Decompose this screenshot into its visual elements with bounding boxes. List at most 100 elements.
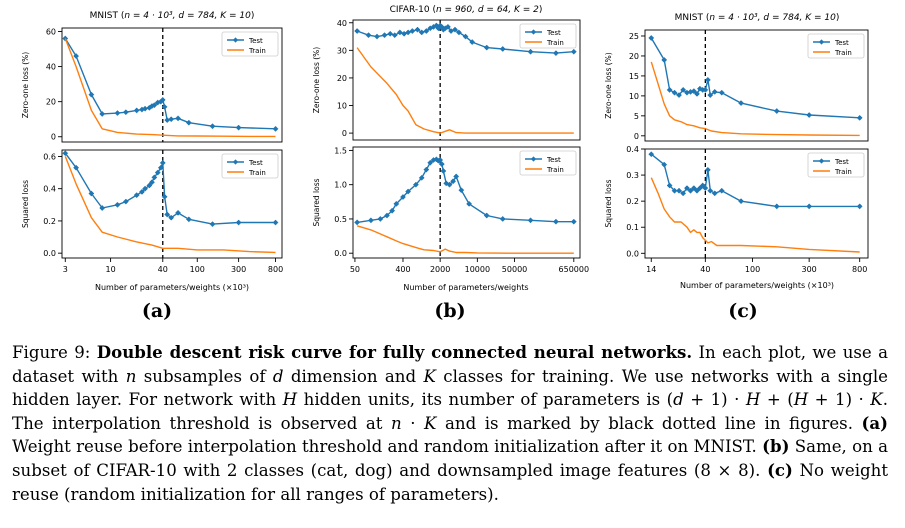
- data-point-test: [272, 125, 279, 132]
- plot-frame: [61, 149, 283, 259]
- caption-math: d: [272, 366, 284, 386]
- data-point-test: [704, 76, 711, 83]
- data-point-test: [367, 217, 374, 224]
- x-tick-label: 650000: [559, 265, 590, 274]
- data-point-test: [405, 29, 412, 36]
- data-point-test: [393, 200, 400, 207]
- legend-test-marker: [818, 39, 825, 45]
- caption-math: K: [423, 366, 436, 386]
- data-point-test: [690, 88, 697, 95]
- legend-test-marker: [530, 156, 537, 162]
- caption-text: ·: [401, 413, 425, 433]
- chart-a-top: 0 20 40 60 Zero-one loss (%) Test Train: [21, 28, 283, 143]
- caption-text: subsamples of: [136, 366, 273, 386]
- legend-train-label: Train: [546, 166, 564, 174]
- data-point-test: [142, 185, 149, 192]
- data-point-test: [856, 203, 863, 210]
- panel-label-c: (c): [728, 300, 758, 322]
- caption-math: n: [125, 366, 137, 386]
- data-point-test: [707, 187, 714, 194]
- x-tick-label: 400: [395, 265, 410, 274]
- legend-train-label: Train: [834, 49, 852, 57]
- legend-test-marker: [232, 159, 239, 165]
- data-point-test: [62, 150, 69, 157]
- data-point-test: [438, 161, 445, 168]
- data-point-test: [164, 117, 171, 124]
- data-point-test: [148, 179, 155, 186]
- data-point-test: [680, 190, 687, 197]
- data-point-test: [159, 159, 166, 166]
- caption-text: classes for training. We use networks wi…: [12, 366, 888, 410]
- y-tick-label: 0.0: [43, 249, 56, 258]
- data-point-test: [773, 203, 780, 210]
- plot-frame: [352, 146, 581, 259]
- caption-text: Same, on a subset of CIFAR-10 with 2 cla…: [12, 437, 888, 480]
- data-point-test: [423, 28, 430, 34]
- x-tick-label: 10000: [465, 265, 490, 274]
- legend-test-label: Test: [546, 29, 561, 37]
- data-point-test: [99, 110, 106, 117]
- caption-text: and is marked by black dotted line in fi…: [436, 413, 862, 433]
- y-axis-label: Zero-one loss (%): [604, 52, 613, 119]
- data-point-test: [453, 173, 460, 180]
- data-point-test: [806, 203, 813, 210]
- y-tick-label: 10: [629, 92, 639, 101]
- x-tick-label: 100: [190, 265, 205, 274]
- data-point-test: [122, 198, 129, 205]
- legend-test-marker: [530, 29, 537, 35]
- data-point-test: [570, 48, 577, 55]
- data-point-test: [711, 190, 718, 197]
- caption-text: Weight reuse before interpolation thresh…: [12, 437, 763, 457]
- data-point-test: [146, 182, 153, 189]
- x-tick-label: 40: [158, 265, 168, 274]
- data-point-test: [446, 181, 453, 188]
- panel-label-b: (b): [434, 300, 466, 322]
- plot-frame: [352, 19, 581, 141]
- data-point-test: [396, 29, 403, 36]
- caption-math: n: [391, 413, 402, 433]
- data-point-test: [676, 92, 682, 99]
- x-tick-label: 800: [852, 265, 867, 274]
- data-point-test: [466, 200, 473, 207]
- caption-label-c: (c): [767, 459, 793, 480]
- series-line-train: [650, 177, 860, 253]
- data-point-test: [427, 159, 434, 166]
- data-point-test: [73, 164, 80, 171]
- data-point-test: [444, 23, 451, 30]
- data-point-test: [718, 89, 725, 96]
- data-point-test: [138, 188, 145, 195]
- data-point-test: [458, 187, 465, 194]
- data-point-test: [185, 119, 192, 126]
- panel-label-a: (a): [141, 300, 173, 322]
- x-tick-label: 40: [700, 265, 710, 274]
- caption-math: K: [424, 413, 437, 433]
- data-point-test: [151, 102, 158, 109]
- data-point-test: [648, 35, 655, 41]
- data-point-test: [661, 56, 668, 63]
- data-point-test: [168, 116, 175, 123]
- data-point-test: [671, 89, 678, 96]
- y-tick-label: 1.5: [334, 146, 347, 155]
- legend-train-label: Train: [546, 39, 564, 47]
- caption-label-b: (b): [762, 436, 790, 457]
- y-axis-label: Squared loss: [21, 180, 30, 228]
- caption-math: K: [870, 390, 883, 410]
- data-point-test: [773, 108, 780, 115]
- y-tick-label: 60: [46, 28, 56, 37]
- panel-title: CIFAR-10 (n = 960, d = 64, K = 2): [390, 5, 543, 15]
- data-point-test: [696, 85, 703, 92]
- legend-train-label: Train: [248, 47, 266, 55]
- data-point-test: [684, 185, 690, 192]
- data-point-test: [389, 207, 396, 214]
- caption-math: H: [282, 390, 298, 410]
- y-axis-label: Squared loss: [604, 179, 613, 227]
- data-point-test: [499, 46, 506, 52]
- y-tick-label: 0: [634, 132, 639, 141]
- y-tick-label: 25: [629, 32, 639, 41]
- data-point-test: [527, 48, 534, 55]
- legend-test-label: Test: [546, 156, 561, 164]
- legend: Test Train: [807, 33, 865, 59]
- plot-frame: [644, 148, 869, 259]
- data-point-test: [469, 39, 476, 46]
